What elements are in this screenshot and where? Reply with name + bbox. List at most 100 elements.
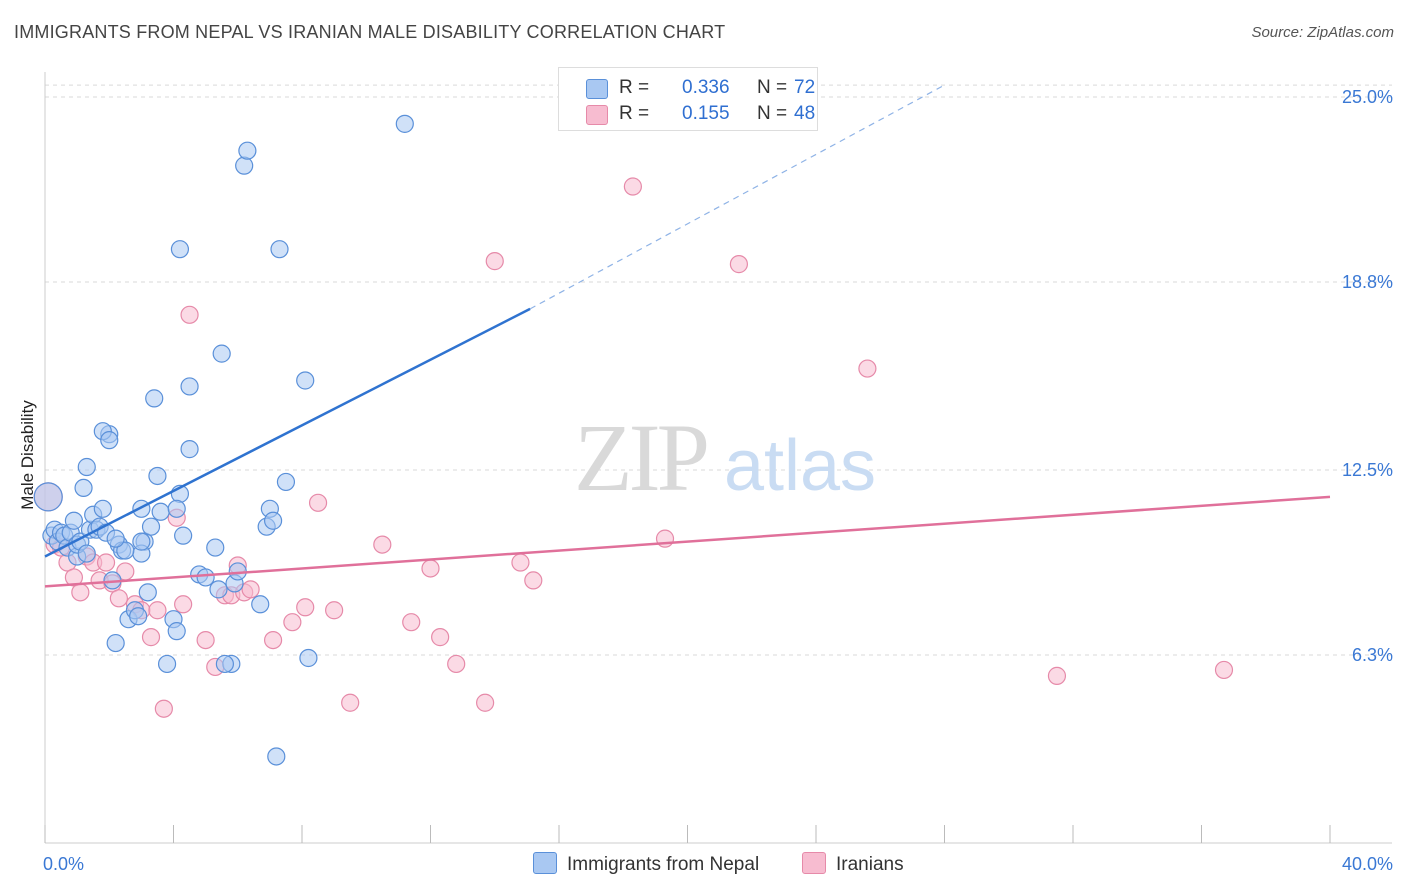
- nepal-point: [167, 622, 186, 641]
- iranians-point: [296, 598, 315, 617]
- iranians-point: [421, 559, 440, 578]
- y-tick-label: 25.0%: [1342, 87, 1393, 107]
- nepal-point: [167, 499, 186, 518]
- nepal-point: [215, 654, 234, 674]
- nepal-point: [263, 511, 283, 530]
- y-tick-label: 18.8%: [1342, 272, 1393, 292]
- nepal-point: [132, 499, 151, 518]
- trend-lines: [44, 84, 1331, 588]
- iranians-point: [154, 699, 173, 718]
- legend-r-value: 0.155: [682, 103, 730, 124]
- nepal-point: [106, 529, 125, 548]
- nepal-point: [157, 654, 177, 674]
- nepal-point: [145, 389, 164, 408]
- iranians-point: [283, 613, 302, 632]
- legend-n-value: 48: [794, 103, 816, 124]
- nepal-point: [180, 440, 199, 459]
- legend-n-value: 72: [794, 77, 816, 98]
- nepal-point: [251, 595, 270, 614]
- iranians-point: [325, 601, 344, 620]
- iranians-point: [476, 693, 495, 712]
- nepal-point: [93, 499, 112, 518]
- nepal-point: [33, 482, 63, 512]
- x-tick-label: 40.0%: [1342, 854, 1393, 874]
- watermark-atlas: atlas: [724, 426, 876, 506]
- nepal-point: [180, 377, 199, 396]
- legend-r-value: 0.336: [682, 77, 730, 98]
- nepal-point: [212, 344, 231, 363]
- iranians-point: [180, 305, 199, 324]
- nepal-trend-line: [44, 307, 531, 558]
- nepal-point: [129, 607, 148, 626]
- nepal-point: [296, 371, 315, 390]
- iranians-point: [109, 589, 128, 608]
- iranians-point: [729, 255, 749, 274]
- nepal-point: [170, 240, 190, 259]
- nepal-point: [270, 240, 289, 259]
- iranians-point: [431, 628, 450, 647]
- iranians-point: [485, 252, 504, 271]
- iranians-point: [141, 628, 161, 647]
- legend-swatch-iran: [586, 105, 608, 125]
- nepal-point: [235, 156, 254, 175]
- x-tick-label: 0.0%: [43, 854, 84, 874]
- bottom-legend-label-iran: Iranians: [836, 854, 904, 875]
- nepal-point: [276, 472, 296, 492]
- iranians-point: [96, 553, 116, 572]
- nepal-point: [77, 544, 96, 563]
- iranians-point: [373, 535, 392, 554]
- iranians-point: [196, 630, 215, 650]
- iranians-point: [174, 595, 193, 614]
- correlation-legend: R = 0.336 N = 72 R = 0.155 N = 48: [558, 67, 818, 131]
- nepal-point: [209, 580, 228, 599]
- legend-swatch-nepal: [586, 79, 608, 99]
- nepal-point: [77, 457, 96, 477]
- tick-labels: 6.3% 12.5% 18.8% 25.0% 0.0% 40.0%: [43, 87, 1393, 874]
- bottom-legend-nepal: Immigrants from Nepal: [533, 852, 759, 876]
- legend-r-label: R =: [619, 103, 650, 124]
- iranians-point: [858, 359, 877, 378]
- nepal-point: [238, 141, 257, 160]
- bottom-legend-swatch-nepal: [533, 852, 557, 874]
- nepal-point: [299, 648, 318, 668]
- iranians-point: [402, 613, 421, 632]
- bottom-legend-label-nepal: Immigrants from Nepal: [567, 854, 760, 875]
- iranians-point: [623, 177, 642, 196]
- iranians-point: [524, 571, 543, 590]
- nepal-trend-extension: [529, 84, 945, 310]
- legend-r-label: R =: [619, 77, 650, 98]
- iranians-point: [1214, 660, 1234, 680]
- nepal-point: [174, 526, 193, 545]
- nepal-point: [151, 502, 170, 521]
- iranians-trend-line: [44, 495, 1331, 588]
- nepal-point: [206, 538, 225, 557]
- nepal-point: [116, 541, 135, 560]
- nepal-point: [138, 583, 157, 602]
- iranians-point: [241, 580, 260, 599]
- iranians-point: [308, 493, 328, 512]
- nepal-point: [395, 114, 414, 133]
- nepal-point: [267, 747, 286, 766]
- iranians-point: [148, 601, 167, 620]
- iranians-point: [1047, 666, 1067, 685]
- nepal-point: [106, 633, 125, 653]
- legend-n-label: N =: [757, 103, 788, 124]
- watermark: ZIP atlas: [574, 404, 876, 511]
- nepal-point: [148, 466, 167, 486]
- axis-layer: [44, 72, 1392, 844]
- bottom-legend-iran: Iranians: [802, 852, 904, 876]
- nepal-point: [74, 478, 93, 498]
- watermark-zip: ZIP: [574, 404, 707, 511]
- iranians-point: [511, 553, 530, 572]
- iranians-point: [263, 630, 283, 650]
- iranians-point: [447, 654, 466, 674]
- nepal-point: [100, 431, 119, 450]
- y-tick-label: 12.5%: [1342, 460, 1393, 480]
- iranians-point: [341, 693, 360, 712]
- y-tick-label: 6.3%: [1352, 645, 1393, 665]
- nepal-point: [64, 511, 84, 530]
- iranians-point: [71, 583, 90, 602]
- nepal-point: [196, 568, 215, 587]
- source-label: Source: ZipAtlas.com: [1251, 24, 1394, 41]
